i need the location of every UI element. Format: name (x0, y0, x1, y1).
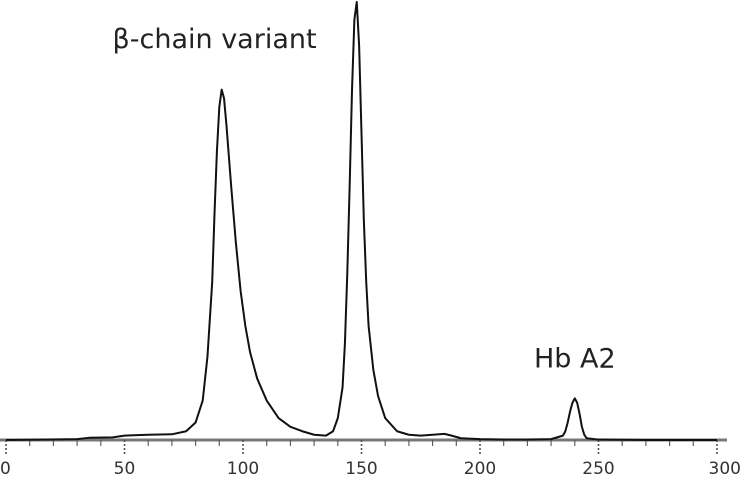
chromatogram-trace (5, 1, 717, 441)
x-tick-label: 100 (227, 459, 259, 478)
x-tick-label: 150 (345, 459, 377, 478)
series-lines (5, 1, 717, 441)
x-tick-label: 50 (114, 459, 136, 478)
x-axis (0, 438, 727, 456)
x-axis-tick-labels: 0 50 100 150 200 250 300 (0, 459, 741, 478)
peak-annotation: β-chain variant (113, 24, 317, 55)
x-tick-label: 0 (0, 459, 11, 478)
x-tick-label: 250 (582, 459, 614, 478)
x-tick-label: 200 (464, 459, 496, 478)
peak-annotations: β-chain variant Hb A2 (113, 24, 616, 375)
x-tick-label: 300 (709, 459, 741, 478)
peak-annotation: Hb A2 (534, 344, 616, 375)
